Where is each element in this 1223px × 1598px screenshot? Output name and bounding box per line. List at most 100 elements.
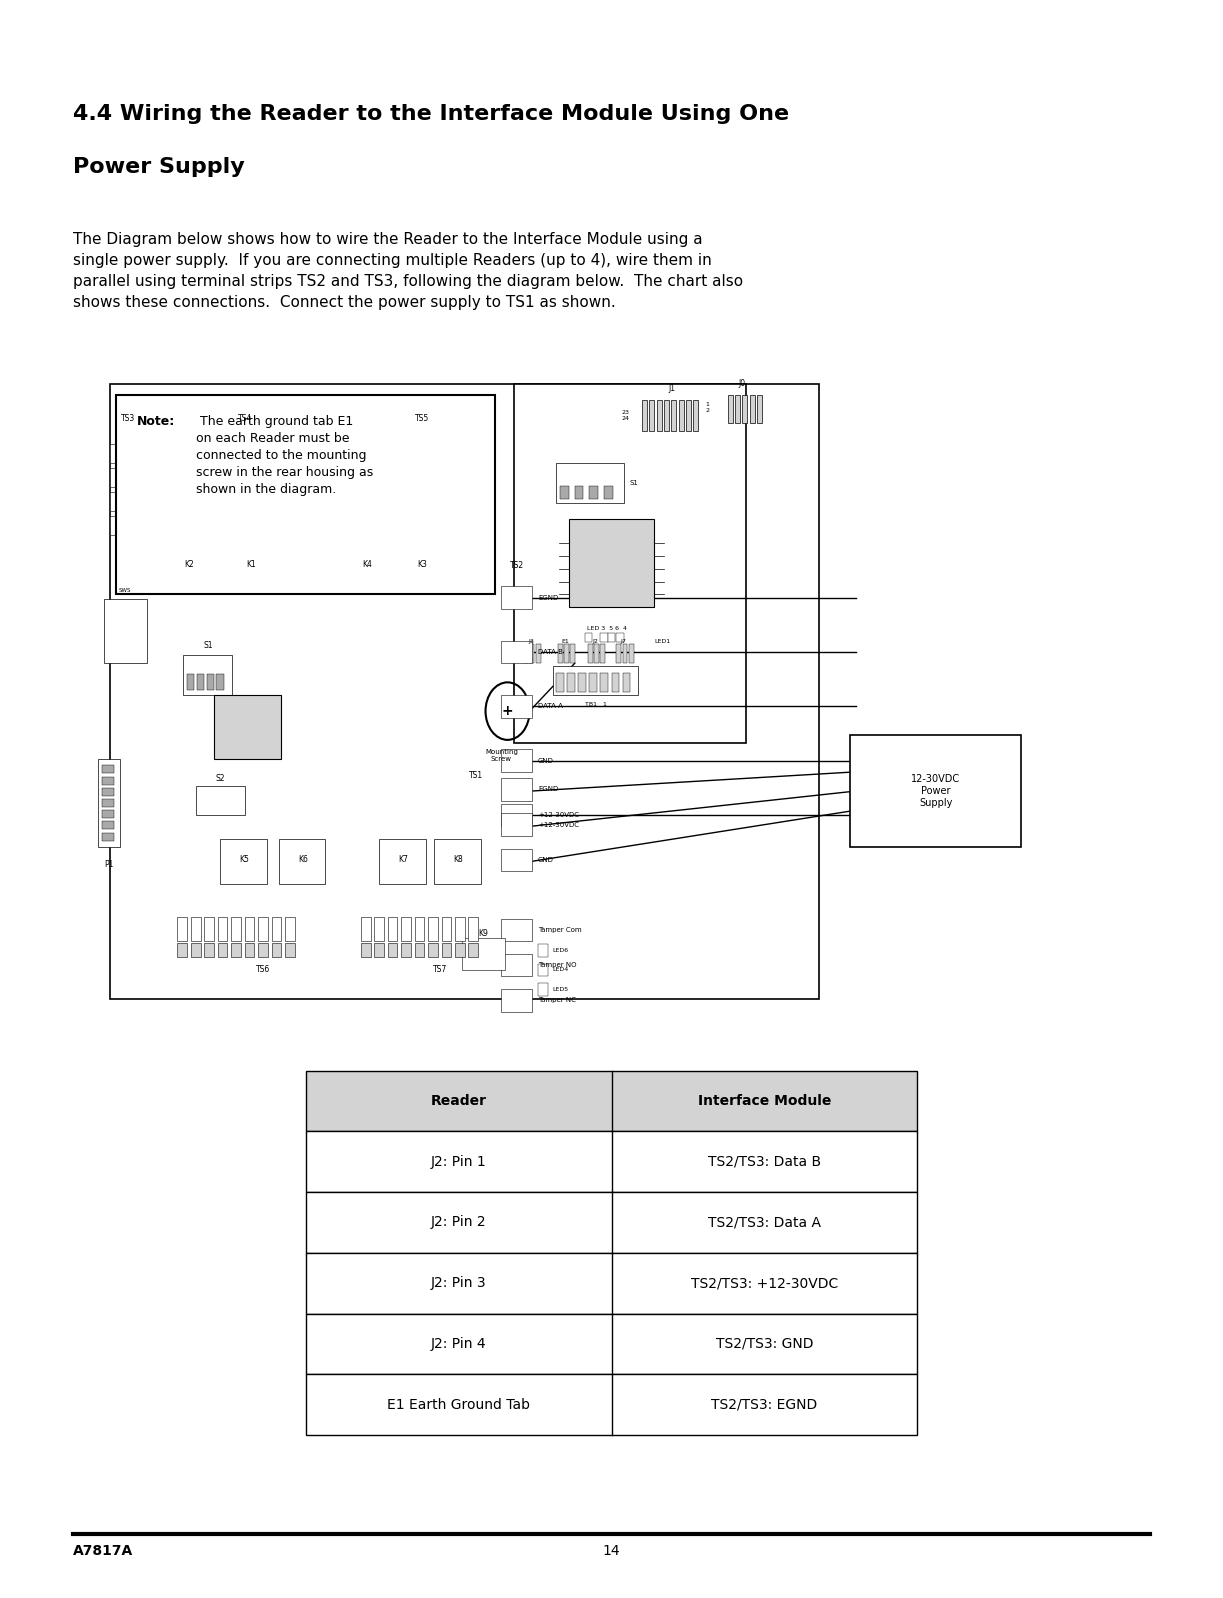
Bar <box>272 454 281 468</box>
Bar <box>564 644 569 663</box>
FancyBboxPatch shape <box>306 1071 917 1131</box>
Bar <box>501 989 532 1012</box>
Bar <box>218 917 227 941</box>
Bar <box>165 543 212 588</box>
Bar <box>468 917 478 941</box>
Bar <box>374 454 384 468</box>
Bar <box>187 674 194 690</box>
Text: J2: Pin 1: J2: Pin 1 <box>430 1155 487 1168</box>
Bar <box>258 428 268 452</box>
Bar <box>102 810 114 818</box>
Bar <box>616 633 624 642</box>
Text: J7: J7 <box>621 639 626 644</box>
Bar <box>102 799 114 807</box>
Bar <box>530 644 534 663</box>
Bar <box>285 943 295 957</box>
Bar <box>428 943 438 957</box>
Bar <box>110 516 141 535</box>
Bar <box>538 944 548 957</box>
Text: Tamper Com: Tamper Com <box>538 927 582 933</box>
Text: EGND: EGND <box>538 786 559 793</box>
Bar <box>374 943 384 957</box>
Bar <box>600 673 608 692</box>
FancyBboxPatch shape <box>110 384 819 999</box>
Bar <box>570 644 575 663</box>
Text: DATA A: DATA A <box>538 703 563 710</box>
Bar <box>623 673 630 692</box>
Bar <box>110 492 141 511</box>
Bar <box>600 644 605 663</box>
Bar <box>388 943 397 957</box>
Bar <box>218 943 227 957</box>
Text: TS4: TS4 <box>237 414 252 423</box>
Bar <box>575 486 583 499</box>
FancyBboxPatch shape <box>116 395 495 594</box>
Bar <box>415 428 424 452</box>
Bar <box>538 964 548 976</box>
Bar <box>642 400 647 431</box>
FancyBboxPatch shape <box>850 735 1021 847</box>
Text: SWS: SWS <box>119 588 131 593</box>
Bar <box>285 428 295 452</box>
Bar <box>468 943 478 957</box>
Bar <box>664 400 669 431</box>
Bar <box>612 673 619 692</box>
Bar <box>245 454 254 468</box>
Bar <box>197 674 204 690</box>
Bar <box>750 395 755 423</box>
Bar <box>272 917 281 941</box>
Text: DATA B: DATA B <box>538 649 563 655</box>
Text: J3: J3 <box>528 639 533 644</box>
Text: J1: J1 <box>668 384 675 393</box>
Bar <box>218 428 227 452</box>
Bar <box>501 695 532 718</box>
Bar <box>245 428 254 452</box>
Bar <box>679 400 684 431</box>
Text: Mounting
Screw: Mounting Screw <box>486 749 517 762</box>
Text: P1: P1 <box>104 860 114 869</box>
Bar <box>98 759 120 847</box>
Bar <box>191 917 201 941</box>
Bar <box>272 943 281 957</box>
Text: +12-30VDC: +12-30VDC <box>538 821 580 828</box>
Text: K8: K8 <box>454 855 464 865</box>
FancyBboxPatch shape <box>306 1192 917 1253</box>
Bar <box>216 674 224 690</box>
Text: TS6: TS6 <box>256 965 270 975</box>
Bar <box>594 644 599 663</box>
Bar <box>589 673 597 692</box>
Bar <box>214 695 281 759</box>
Bar <box>428 428 438 452</box>
Text: TS7: TS7 <box>433 965 448 975</box>
Bar <box>735 395 740 423</box>
Bar <box>361 943 371 957</box>
Bar <box>285 917 295 941</box>
Bar <box>102 765 114 773</box>
Text: LED1: LED1 <box>654 639 670 644</box>
Bar <box>231 943 241 957</box>
Text: K9: K9 <box>478 928 488 938</box>
Bar <box>501 813 532 836</box>
Bar <box>204 943 214 957</box>
Text: 1
2: 1 2 <box>706 403 709 412</box>
Bar <box>442 917 451 941</box>
Bar <box>204 917 214 941</box>
Bar <box>501 778 532 801</box>
Text: TS2/TS3: GND: TS2/TS3: GND <box>715 1338 813 1350</box>
Text: TS5: TS5 <box>415 414 429 423</box>
FancyBboxPatch shape <box>306 1253 917 1314</box>
Bar <box>342 543 389 588</box>
Text: 23
24: 23 24 <box>621 411 630 420</box>
Text: LED6: LED6 <box>553 948 569 954</box>
Bar <box>501 586 532 609</box>
Bar <box>285 454 295 468</box>
Bar <box>616 644 621 663</box>
Bar <box>501 849 532 871</box>
Text: Note:: Note: <box>137 415 175 428</box>
Bar <box>401 917 411 941</box>
Bar <box>177 428 187 452</box>
Text: LED 3  5 6  4: LED 3 5 6 4 <box>587 626 627 631</box>
Bar <box>388 917 397 941</box>
Text: Interface Module: Interface Module <box>697 1095 832 1107</box>
FancyBboxPatch shape <box>514 384 746 743</box>
